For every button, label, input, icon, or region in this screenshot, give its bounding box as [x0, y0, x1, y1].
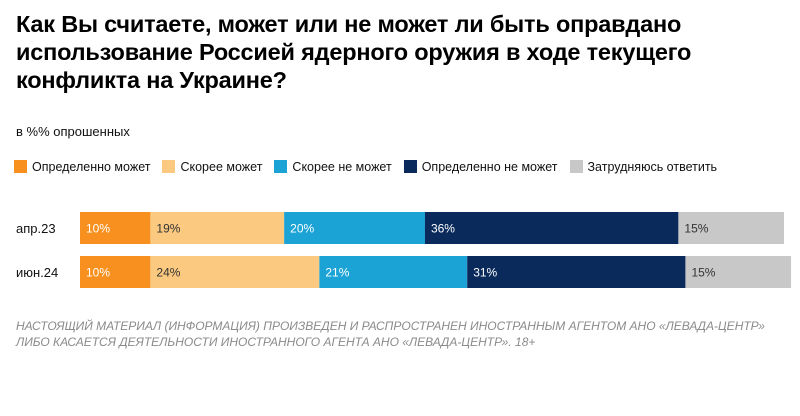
data-label: 21% — [325, 266, 349, 280]
legend-item: Затрудняюсь ответить — [569, 160, 718, 174]
category-label: июн.24 — [16, 265, 58, 280]
chart-legend: Определенно может Скорее может Скорее не м… — [14, 157, 784, 177]
bar-segment — [150, 256, 320, 288]
legend-label: Скорее может — [180, 160, 263, 174]
legend-swatch — [162, 160, 176, 173]
legend-item: Определенно не может — [403, 160, 558, 174]
chart-subtitle: в %% опрошенных — [16, 124, 130, 139]
bar-segment — [467, 256, 686, 288]
bar-segment — [424, 212, 679, 244]
legend-item: Скорее может — [162, 160, 262, 174]
legend-item: Скорее не может — [274, 160, 392, 174]
data-label: 20% — [290, 222, 314, 236]
legend-label: Скорее не может — [292, 160, 392, 174]
legend-swatch — [403, 160, 417, 173]
bar-segment — [678, 212, 784, 244]
bar-segment — [319, 256, 468, 288]
data-label: 36% — [431, 222, 455, 236]
legend-label: Определенно может — [32, 160, 151, 174]
data-label: 24% — [156, 266, 180, 280]
data-label: 19% — [156, 222, 180, 236]
legend-swatch — [274, 160, 288, 173]
legend-label: Затрудняюсь ответить — [587, 160, 718, 174]
foreign-agent-disclaimer: НАСТОЯЩИЙ МАТЕРИАЛ (ИНФОРМАЦИЯ) ПРОИЗВЕД… — [16, 319, 765, 349]
legend-item: Определенно может — [14, 160, 150, 174]
data-label: 10% — [86, 222, 110, 236]
bar-segment — [80, 256, 151, 288]
bar-segment — [685, 256, 792, 288]
data-label: 15% — [691, 266, 715, 280]
bar-segment — [150, 212, 285, 244]
bar-segment — [284, 212, 425, 244]
data-label: 31% — [473, 266, 497, 280]
legend-swatch — [569, 160, 583, 173]
legend-label: Определенно не может — [421, 160, 558, 174]
legend-swatch — [14, 160, 27, 173]
data-label: 10% — [86, 266, 110, 280]
data-label: 15% — [684, 222, 708, 236]
chart-title: Как Вы считаете, может или не может ли б… — [16, 11, 692, 93]
bar-segment — [80, 212, 151, 244]
category-label: апр.23 — [16, 221, 56, 236]
